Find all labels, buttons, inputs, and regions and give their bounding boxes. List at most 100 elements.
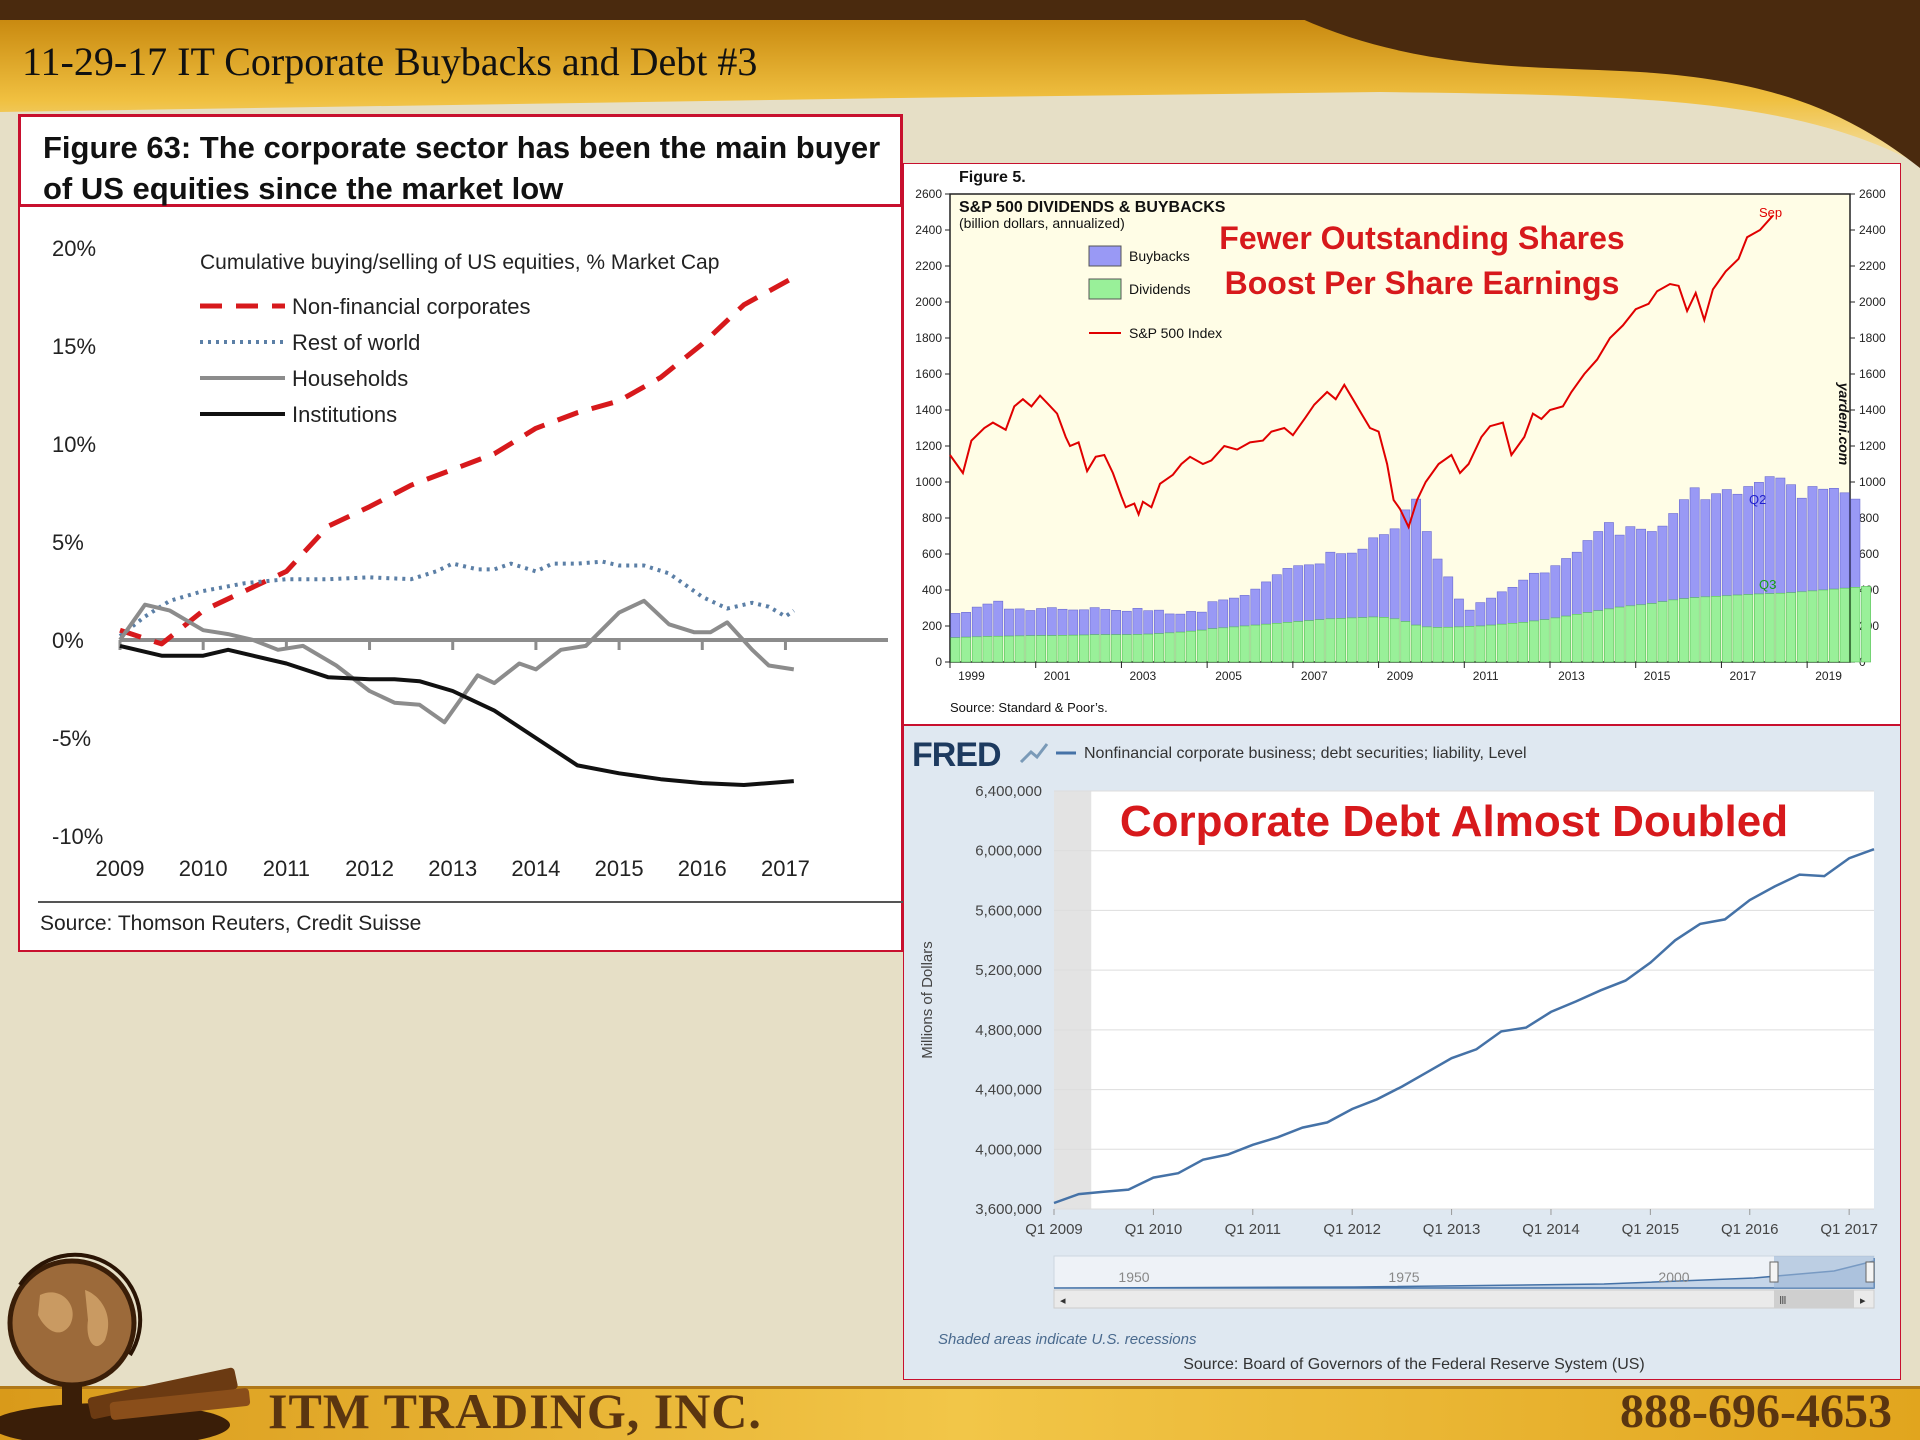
yd-dividend-bar <box>1657 601 1668 663</box>
fred-brand-logo: FRED <box>912 736 1001 774</box>
yd-y-tick-label-left: 2000 <box>915 295 942 309</box>
yardeni-bar-chart: Figure 5.0020020040040060060080080010001… <box>915 169 1886 715</box>
yd-x-tick-label: 2013 <box>1558 669 1585 683</box>
yd-buyback-bar <box>1346 552 1357 619</box>
yd-q3-label: Q3 <box>1759 577 1776 592</box>
yd-dividend-bar <box>1121 634 1132 663</box>
yd-dividend-bar <box>1754 593 1764 663</box>
cs-y-tick-label: -10% <box>52 824 103 849</box>
yd-buyback-bar <box>1518 579 1529 623</box>
fred-series-title: Nonfinancial corporate business; debt se… <box>1084 745 1527 762</box>
yd-sep-label: Sep <box>1759 205 1782 220</box>
fred-scrollbar-track <box>1053 1289 1875 1309</box>
yd-buyback-bar <box>971 606 982 638</box>
fred-scroll-left-icon: ◂ <box>1060 1295 1066 1307</box>
yd-buyback-bar <box>1561 558 1571 617</box>
yd-dividend-bar <box>1679 598 1689 663</box>
fred-navigator-handle-right <box>1865 1261 1875 1283</box>
yd-sp500-line <box>949 214 1774 530</box>
yd-buyback-bar <box>1550 565 1561 619</box>
cs-x-tick-label: 2009 <box>96 856 145 881</box>
yd-buyback-bar <box>1443 576 1454 628</box>
yd-buyback-bar <box>1250 588 1261 626</box>
yd-x-tick-label: 2005 <box>1215 669 1242 683</box>
yd-dividend-bar <box>1079 634 1089 663</box>
yd-dividend-bar <box>1646 603 1657 663</box>
yd-buyback-bar <box>1282 568 1293 623</box>
yd-buyback-bar <box>1079 609 1089 636</box>
globe-icon <box>0 1252 251 1440</box>
yd-y-tick-label-left: 600 <box>922 547 942 561</box>
fred-chart-panel: FRED Nonfinancial corporate business; deb… <box>903 725 1901 1380</box>
yd-dividend-bar <box>1700 596 1711 663</box>
yd-buyback-bar <box>1464 609 1475 627</box>
yd-y-tick-label-left: 1000 <box>915 475 942 489</box>
yd-dividend-bar <box>982 636 993 663</box>
cs-source: Source: Thomson Reuters, Credit Suisse <box>40 912 421 935</box>
yd-buyback-bar <box>961 612 971 638</box>
yd-buyback-bar <box>1357 548 1368 618</box>
cs-x-tick-label: 2010 <box>179 856 228 881</box>
yd-buyback-bar <box>1025 610 1036 637</box>
yd-dividend-bar <box>1046 635 1057 663</box>
yd-buyback-bar <box>1539 572 1550 620</box>
yd-y-tick-label-right: 2200 <box>1859 259 1886 273</box>
yd-dividend-bar <box>1571 613 1582 663</box>
yd-buyback-bar <box>1486 597 1496 626</box>
slide-title: 11-29-17 IT Corporate Buybacks and Debt … <box>22 39 758 84</box>
yd-dividend-bar <box>1282 622 1293 663</box>
fred-y-tick-label: 4,400,000 <box>975 1082 1042 1099</box>
fred-x-tick-label: Q1 2014 <box>1522 1221 1580 1238</box>
yd-buyback-bar <box>1293 565 1304 622</box>
yd-x-tick-label: 2015 <box>1644 669 1671 683</box>
cs-series-line <box>119 275 796 647</box>
fred-debt-line <box>1053 848 1875 1205</box>
fred-y-tick-label: 5,200,000 <box>975 962 1042 979</box>
yd-dividend-bar <box>1250 624 1261 663</box>
yd-buyback-bar <box>1432 558 1443 628</box>
yd-x-tick-label: 2011 <box>1473 669 1499 683</box>
yd-buyback-bar <box>1646 531 1657 604</box>
yd-buyback-bar <box>1271 574 1282 624</box>
yd-dividend-bar <box>1389 618 1400 663</box>
yd-y-tick-label-left: 400 <box>922 583 942 597</box>
yd-chart-title: S&P 500 DIVIDENDS & BUYBACKS <box>959 199 1226 216</box>
yd-y-tick-label-right: 2600 <box>1859 187 1886 201</box>
yd-buyback-bar <box>1614 534 1625 608</box>
yd-buyback-bar <box>1582 540 1593 613</box>
cs-series-line <box>119 643 794 787</box>
fred-x-tick-label: Q1 2011 <box>1225 1221 1281 1238</box>
yd-x-tick-label: 2017 <box>1730 669 1757 683</box>
yd-x-tick-label: 2019 <box>1815 669 1842 683</box>
yd-dividend-bar <box>1529 620 1539 663</box>
footer-company-name: ITM TRADING, INC. <box>268 1383 762 1439</box>
yd-dividend-bar <box>1036 635 1046 663</box>
yd-dividend-bar <box>1154 633 1164 663</box>
fred-scrollbar-thumb <box>1774 1290 1854 1308</box>
cs-x-tick-label: 2014 <box>511 856 560 881</box>
yd-buyback-bar <box>982 603 993 637</box>
fred-y-tick-label: 6,000,000 <box>975 843 1042 860</box>
yd-dividend-bar <box>1614 606 1625 663</box>
yd-dividend-bar <box>1507 622 1518 663</box>
yd-legend-label: Dividends <box>1129 281 1190 297</box>
yd-dividend-bar <box>1764 593 1775 663</box>
yd-dividend-bar <box>1111 634 1121 663</box>
fred-line-chart: FRED Nonfinancial corporate business; deb… <box>912 736 1878 1373</box>
yd-dividend-bar <box>950 637 961 663</box>
yd-dividend-bar <box>1432 627 1443 663</box>
fred-x-tick-label: Q1 2015 <box>1622 1221 1680 1238</box>
yd-dividend-bar <box>1486 624 1496 663</box>
yd-buyback-bar <box>1207 601 1218 630</box>
yd-buyback-bar <box>1411 498 1421 626</box>
yd-buyback-bar <box>1314 563 1325 620</box>
yd-buyback-bar <box>1004 608 1014 637</box>
yd-buyback-bar <box>1036 608 1046 636</box>
yd-dividend-bar <box>1561 615 1571 663</box>
fred-navigator-year: 2000 <box>1658 1269 1689 1285</box>
cs-y-tick-label: 20% <box>52 236 96 261</box>
yd-buyback-bar <box>1657 525 1668 603</box>
yd-dividend-bar <box>1421 626 1432 663</box>
yd-buyback-bar <box>1507 586 1518 624</box>
yd-buyback-bar <box>1132 608 1143 635</box>
